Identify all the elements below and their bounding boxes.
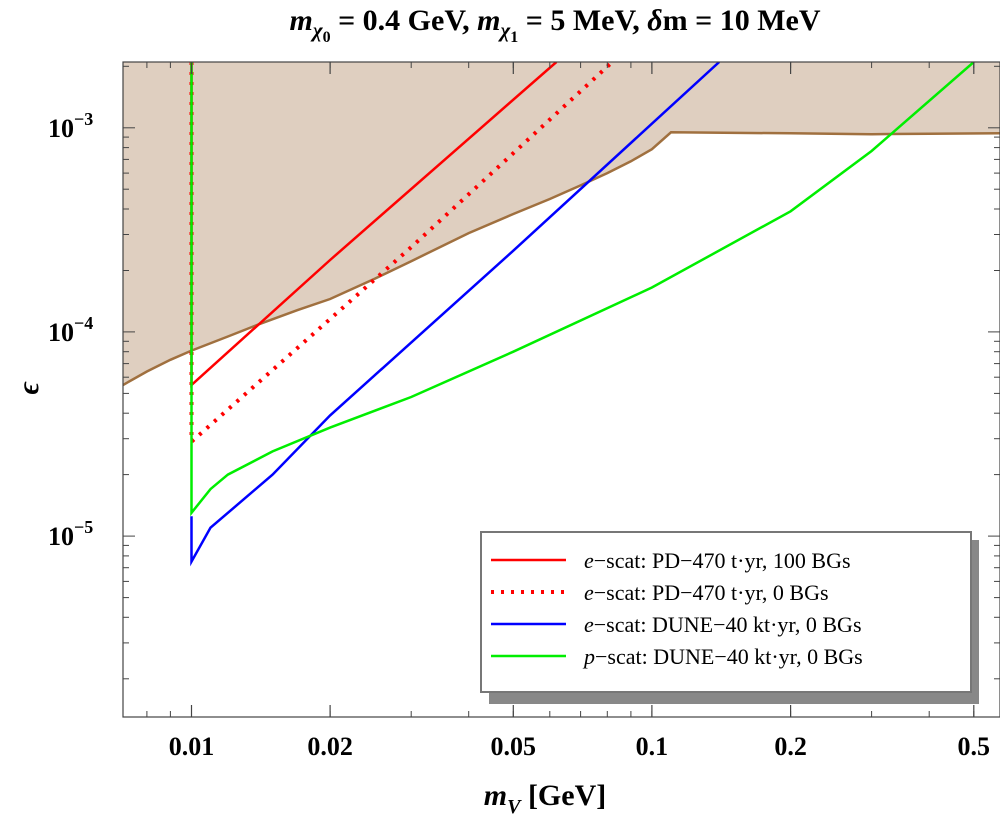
plot-frame bbox=[122, 61, 1000, 718]
x-axis-label: mV [GeV] bbox=[484, 779, 606, 814]
series-line-3 bbox=[190, 62, 721, 567]
excluded-region bbox=[123, 62, 1000, 385]
legend-label-1: e−scat: PD−470 t·yr, 100 BGs bbox=[584, 548, 851, 573]
x-tick-label: 0.02 bbox=[307, 732, 353, 761]
x-tick-label: 0.05 bbox=[491, 732, 537, 761]
y-tick-label: 10−4 bbox=[48, 313, 93, 347]
series-line-4 bbox=[190, 62, 975, 517]
excluded-region-boundary bbox=[123, 131, 1000, 387]
y-tick-label: 10−3 bbox=[48, 109, 93, 143]
chart-title: mχ0 = 0.4 GeV, mχ1 = 5 MeV, δm = 10 MeV bbox=[289, 4, 820, 46]
x-tick-label: 0.01 bbox=[169, 732, 215, 761]
y-tick-label: 10−5 bbox=[48, 517, 93, 551]
legend-label-2: e−scat: PD−470 t·yr, 0 BGs bbox=[584, 580, 829, 605]
legend-box bbox=[480, 531, 972, 693]
x-tick-label: 0.5 bbox=[958, 732, 991, 761]
x-tick-label: 0.1 bbox=[636, 732, 669, 761]
legend: e−scat: PD−470 t·yr, 100 BGs e−scat: PD−4… bbox=[480, 531, 979, 704]
y-axis-label: ϵ bbox=[12, 381, 45, 394]
legend-label-4: p−scat: DUNE−40 kt·yr, 0 BGs bbox=[582, 644, 863, 669]
legend-label-3: e−scat: DUNE−40 kt·yr, 0 BGs bbox=[584, 612, 862, 637]
x-tick-label: 0.2 bbox=[774, 732, 807, 761]
